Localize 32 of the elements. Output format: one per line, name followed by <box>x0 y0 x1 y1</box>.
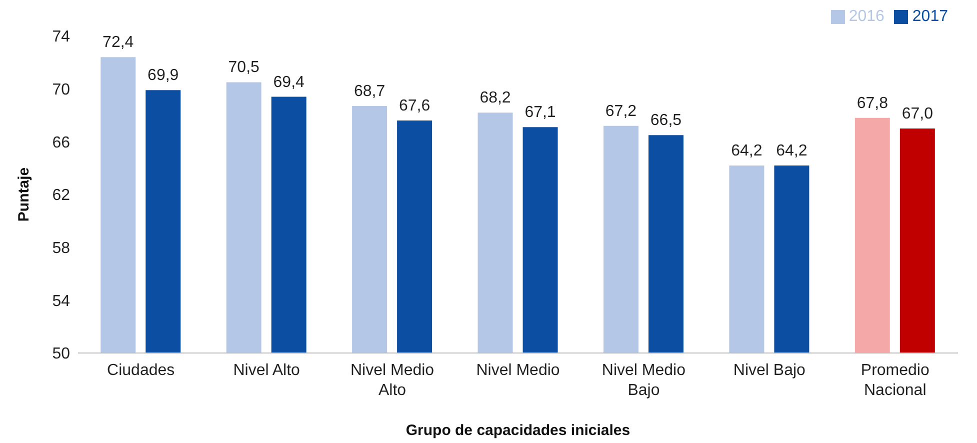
data-label: 67,2 <box>605 102 637 120</box>
x-tick-label: Nivel Medio Bajo <box>602 362 686 399</box>
data-label: 68,7 <box>354 83 386 100</box>
data-label: 69,4 <box>273 74 305 91</box>
data-label: 69,9 <box>148 67 179 84</box>
x-tick-label: Nivel Bajo <box>733 362 806 379</box>
data-label: 66,5 <box>650 112 682 130</box>
y-tick-label: 50 <box>52 346 70 363</box>
legend-label: 2017 <box>912 8 948 25</box>
data-label: 67,8 <box>856 94 888 112</box>
x-axis-title: Grupo de capacidades iniciales <box>406 422 630 439</box>
data-label: 64,2 <box>731 142 762 160</box>
y-tick-label: 58 <box>52 240 70 258</box>
data-label: 67,6 <box>398 98 430 115</box>
x-tick-label: Ciudades <box>107 362 175 379</box>
y-tick-label: 54 <box>52 292 70 310</box>
data-label: 67,1 <box>524 104 556 122</box>
x-tick-label: Nivel Medio Alto <box>350 362 434 399</box>
data-label: 67,0 <box>902 105 934 122</box>
data-label: 68,2 <box>480 90 511 107</box>
y-tick-label: 66 <box>52 134 70 152</box>
x-tick-label: Promedio Nacional <box>860 362 930 399</box>
data-label: 72,4 <box>102 34 134 52</box>
legend-label: 2016 <box>848 8 884 25</box>
y-tick-label: 70 <box>52 82 70 99</box>
data-label: 70,5 <box>228 59 260 76</box>
data-label: 64,2 <box>776 142 808 160</box>
y-axis-title: Puntaje <box>15 167 32 222</box>
y-tick-label: 74 <box>52 28 70 46</box>
x-tick-label: Nivel Alto <box>233 362 300 379</box>
x-tick-label: Nivel Medio <box>476 362 560 379</box>
y-tick-label: 62 <box>52 187 70 204</box>
